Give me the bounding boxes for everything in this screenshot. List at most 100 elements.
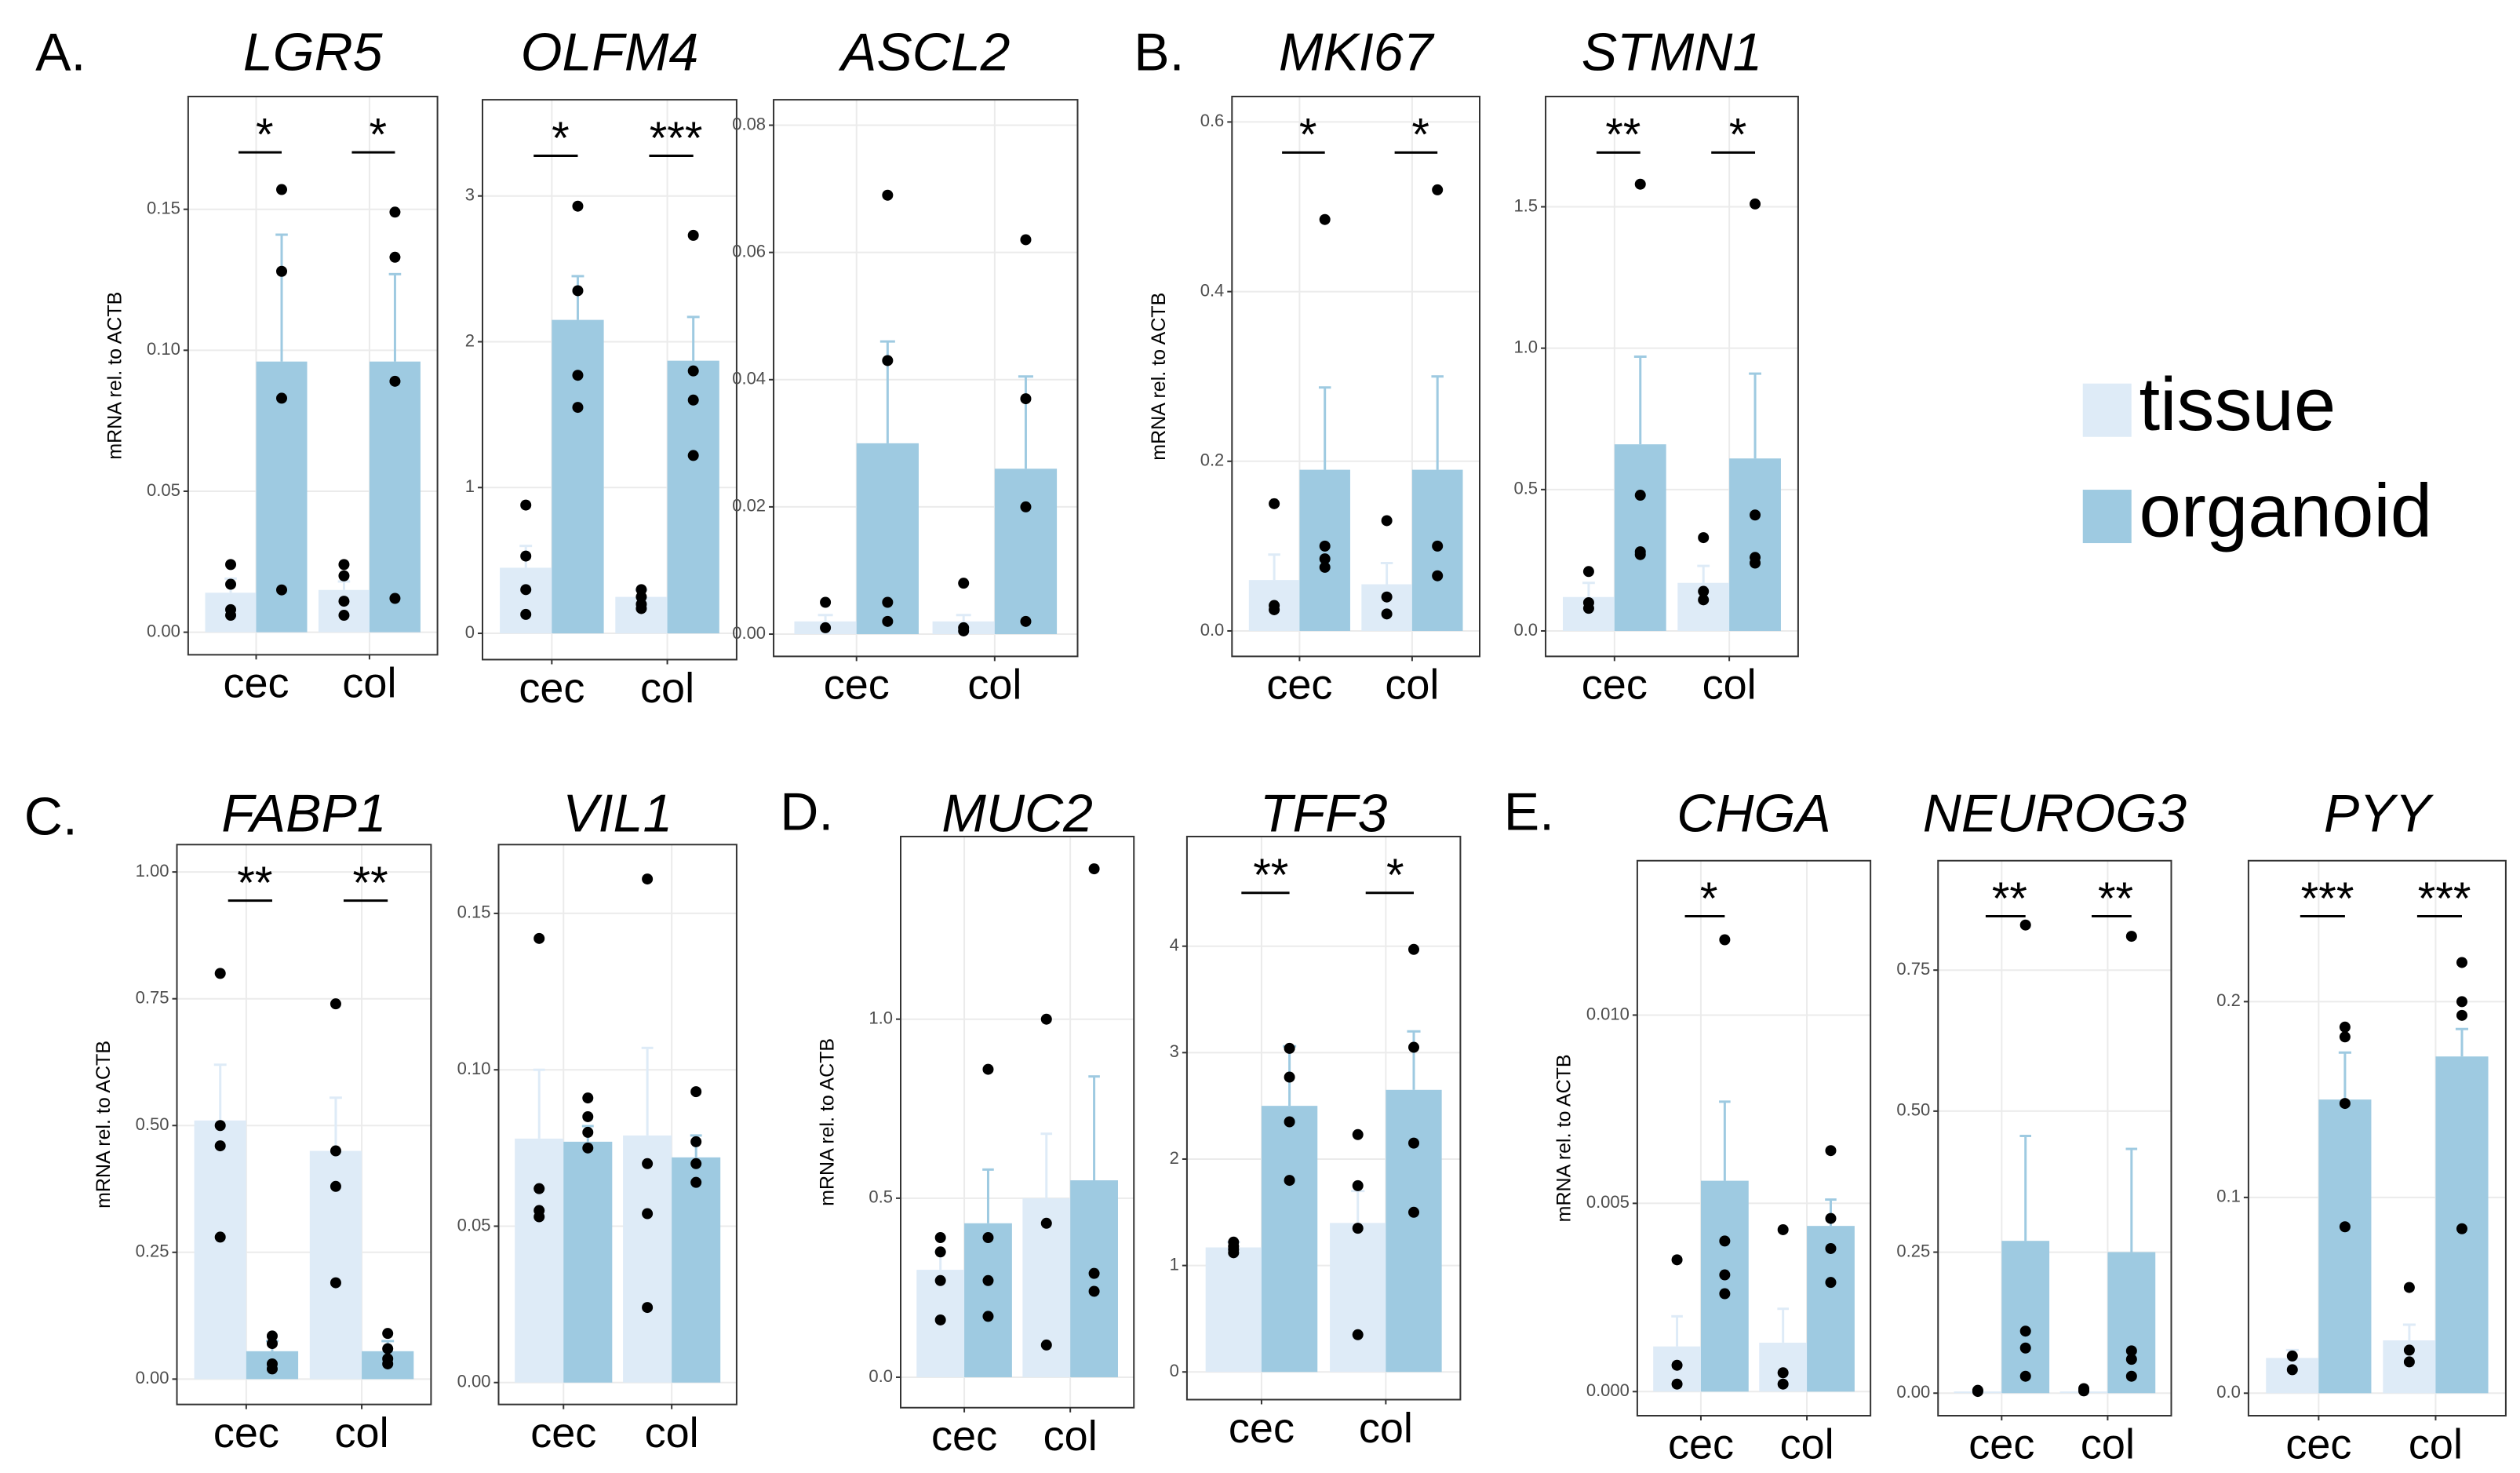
y-tick-label: 1.0 (869, 1008, 893, 1028)
significance-label: * (1729, 110, 1747, 161)
data-point (2339, 1031, 2351, 1043)
data-point (1671, 1359, 1683, 1371)
y-tick-label: 1 (1170, 1254, 1179, 1274)
data-point (982, 1232, 994, 1244)
data-point (1381, 608, 1393, 620)
data-point (1719, 934, 1731, 946)
data-point (338, 610, 350, 622)
data-point (1825, 1277, 1837, 1289)
significance-label: * (552, 113, 570, 164)
legend-label: tissue (2139, 363, 2336, 447)
data-point (1972, 1386, 1983, 1398)
data-point (2078, 1385, 2090, 1397)
panel: 0.00 0.02 0.04 0.06 0.08 cec col ASCL2 (732, 23, 1079, 709)
panel-label: A. (35, 23, 86, 82)
significance-label: * (369, 109, 387, 160)
data-point (520, 550, 532, 562)
y-tick-label: 0.00 (136, 1368, 169, 1387)
data-point (276, 184, 288, 195)
y-tick-label: 0.04 (732, 369, 766, 388)
data-point (330, 998, 341, 1010)
panel-label: E. (1504, 782, 1554, 841)
y-tick-label: 0.5 (1513, 479, 1538, 498)
data-point (2286, 1350, 2298, 1362)
bar (1614, 444, 1666, 631)
x-tick-label: col (342, 660, 396, 707)
data-point (1634, 490, 1646, 501)
y-axis-label: mRNA rel. to ACTB (1553, 1054, 1575, 1222)
panel-label: D. (780, 782, 833, 841)
y-tick-label: 0.05 (147, 480, 180, 500)
data-point (338, 570, 350, 582)
panel: 0.0 0.5 1.0 cec col MUC2 mRNA rel. to ACTB (817, 783, 1135, 1460)
data-point (820, 622, 832, 633)
data-point (225, 578, 237, 590)
significance-label: ** (1253, 850, 1288, 901)
chart-title: PYY (2324, 783, 2434, 843)
y-tick-label: 0.6 (1200, 111, 1225, 130)
data-point (1088, 1267, 1100, 1279)
chart-title: NEUROG3 (1923, 783, 2187, 843)
y-tick-label: 0.15 (147, 199, 180, 218)
data-point (1381, 591, 1393, 603)
x-tick-label: col (1043, 1413, 1098, 1460)
y-tick-label: 0.05 (457, 1215, 491, 1234)
bar (2107, 1252, 2156, 1394)
data-point (2125, 1354, 2137, 1365)
x-tick-label: cec (519, 665, 584, 712)
bar (563, 1141, 613, 1383)
y-tick-label: 3 (465, 185, 475, 205)
y-tick-label: 0.0 (1200, 620, 1225, 640)
data-point (687, 365, 699, 377)
data-point (214, 1120, 226, 1132)
data-point (1381, 515, 1393, 527)
panel: 0.00 0.05 0.10 0.15 cec col * * LGR5 mRNA rel. to… (104, 23, 439, 707)
x-tick-label: cec (213, 1409, 279, 1457)
data-point (1020, 393, 1032, 405)
plot-border (1185, 836, 1462, 1401)
y-tick-label: 0.25 (136, 1241, 169, 1261)
data-point (572, 285, 584, 297)
x-tick-label: col (335, 1409, 389, 1457)
data-point (1825, 1212, 1837, 1224)
data-point (266, 1338, 278, 1350)
data-point (2286, 1364, 2298, 1376)
data-point (1020, 501, 1032, 512)
data-point (982, 1311, 994, 1322)
data-point (225, 559, 237, 571)
data-point (2456, 1223, 2467, 1234)
y-tick-label: 0.00 (1896, 1382, 1930, 1402)
data-point (1020, 234, 1032, 246)
data-point (982, 1274, 994, 1286)
legend-label: organoid (2139, 469, 2433, 552)
data-point (2019, 1342, 2031, 1354)
data-point (642, 1158, 654, 1169)
y-tick-label: 0.2 (1200, 450, 1225, 470)
data-point (934, 1232, 946, 1244)
data-point (1777, 1378, 1789, 1390)
y-tick-label: 0.25 (1896, 1241, 1930, 1260)
y-tick-label: 0 (465, 622, 475, 642)
x-tick-label: col (645, 1409, 699, 1457)
x-tick-label: col (2081, 1420, 2135, 1468)
chart-title: ASCL2 (838, 23, 1010, 82)
chart-title: FABP1 (221, 783, 386, 843)
y-tick-label: 0.50 (136, 1114, 169, 1134)
data-point (582, 1110, 594, 1122)
data-point (2339, 1221, 2351, 1233)
y-tick-label: 0.08 (732, 114, 766, 133)
data-point (330, 1145, 341, 1157)
data-point (1319, 540, 1331, 552)
data-point (572, 370, 584, 381)
bar (194, 1120, 246, 1380)
y-tick-label: 0.15 (457, 902, 491, 922)
data-point (1040, 1217, 1052, 1229)
data-point (1750, 509, 1761, 521)
data-point (687, 229, 699, 241)
data-point (2339, 1021, 2351, 1033)
data-point (214, 968, 226, 979)
y-tick-label: 1.00 (136, 861, 169, 881)
data-point (276, 265, 288, 277)
data-point (1088, 1285, 1100, 1297)
